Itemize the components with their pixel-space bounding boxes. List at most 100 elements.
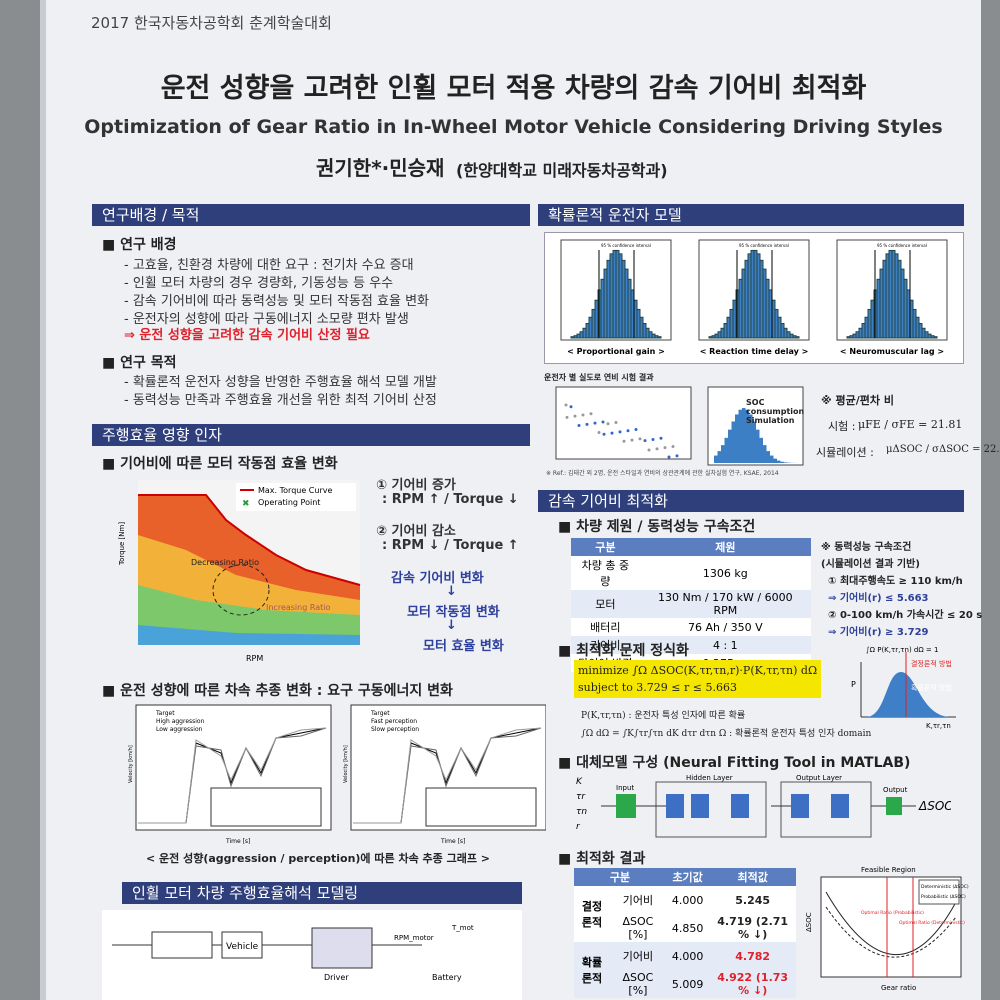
bullet-item: - 고효율, 친환경 차량에 대한 요구 : 전기차 수요 증대 bbox=[124, 258, 414, 273]
node bbox=[616, 794, 636, 818]
hist-bar bbox=[738, 409, 742, 463]
curve bbox=[825, 906, 957, 958]
point bbox=[659, 436, 663, 440]
caption: < Neuromuscular lag > bbox=[840, 347, 944, 356]
input-label: τn bbox=[576, 807, 587, 817]
point bbox=[573, 414, 577, 418]
header-cell: 최적값 bbox=[737, 871, 768, 884]
subheading: ■ 기어비에 따른 모터 작동점 효율 변화 bbox=[102, 456, 338, 472]
hist-bar bbox=[724, 437, 728, 463]
point bbox=[581, 413, 585, 417]
block-label: RPM_motor bbox=[394, 934, 434, 942]
hist-bar bbox=[777, 460, 781, 463]
subheading: ■ 최적화 문제 정식화 bbox=[558, 643, 689, 659]
point bbox=[601, 420, 605, 424]
layer-label: Hidden Layer bbox=[686, 774, 733, 782]
point bbox=[667, 455, 671, 459]
subheading: ■ 운전 성향에 따른 차속 추종 변화 : 요구 구동에너지 변화 bbox=[102, 683, 453, 699]
node bbox=[886, 797, 902, 815]
histogram: 95 % confidence interval < Neuromuscular … bbox=[836, 239, 948, 356]
hist-bar bbox=[780, 461, 784, 463]
sketch-label: 결정론적 방법 bbox=[911, 659, 952, 668]
node bbox=[666, 794, 684, 818]
point bbox=[643, 439, 647, 443]
cell: 배터리 bbox=[590, 621, 621, 634]
axis-label: Velocity [km/h] bbox=[343, 745, 349, 783]
legend-box bbox=[236, 483, 356, 511]
group-cell: 확률론적 bbox=[581, 956, 603, 985]
group-cell: 결정론적 bbox=[581, 900, 603, 929]
cell: 기어비 bbox=[590, 639, 621, 652]
result-plot: Feasible Region Gear ratio ΔSOC Determin… bbox=[805, 866, 969, 992]
point bbox=[597, 431, 601, 435]
highlight: ⇒ 운전 성향을 고려한 감속 기어비 산정 필요 bbox=[124, 328, 370, 343]
section-heading: 인휠 모터 차량 주행효율해석 모델링 bbox=[122, 882, 522, 904]
point bbox=[564, 403, 568, 407]
model-diagram: Vehicle Driver Battery RPM_motor T_mot bbox=[102, 910, 522, 1000]
layer-box bbox=[780, 781, 872, 838]
point bbox=[647, 448, 651, 452]
distribution bbox=[866, 672, 951, 717]
point bbox=[626, 429, 630, 433]
sketch-label: K,τr,τn bbox=[926, 722, 951, 730]
point bbox=[589, 412, 593, 416]
note: : RPM ↑ / Torque ↓ bbox=[382, 492, 519, 507]
note: ① 기어비 증가 bbox=[376, 478, 456, 493]
constraint: ⇒ 기어비(r) ≥ 3.729 bbox=[828, 627, 929, 638]
point bbox=[569, 405, 573, 409]
sketch-label: ∫Ω P(K,τr,τn) dΩ = 1 bbox=[866, 646, 938, 654]
point bbox=[671, 444, 675, 448]
ci-label: 95 % confidence interval bbox=[739, 243, 789, 248]
hist-bar bbox=[770, 455, 774, 463]
sketch-label: 확률론적 방법 bbox=[911, 683, 952, 692]
row: ΔSOC [%] 5.009 4.922 (1.73 % ↓) bbox=[574, 970, 796, 998]
histograms: 95 % confidence interval < Proportional g… bbox=[560, 239, 948, 356]
header-cell: 구분 bbox=[595, 541, 616, 554]
point bbox=[610, 431, 614, 435]
hist-bar bbox=[728, 429, 732, 463]
flow-item: 감속 기어비 변화 bbox=[391, 571, 484, 586]
row: 모터 130 Nm / 170 kW / 6000 RPM bbox=[571, 590, 811, 618]
flow-item: ↓ bbox=[446, 618, 457, 633]
point bbox=[585, 422, 589, 426]
constraint: ⇒ 기어비(r) ≤ 5.663 bbox=[828, 593, 929, 604]
cell: 차량 총 중량 bbox=[581, 559, 630, 588]
legend-text: Deterministic (ΔSOC) bbox=[921, 884, 969, 890]
point bbox=[614, 421, 618, 424]
map-label: Decreasing Ratio bbox=[191, 558, 259, 567]
reference: ※ Ref.: 김태간 외 2명, 운전 스타일과 연비의 상관관계에 관한 실… bbox=[546, 470, 779, 477]
point bbox=[565, 415, 569, 419]
constraint: ※ 동력성능 구속조건 bbox=[821, 542, 912, 553]
hist-bar bbox=[766, 451, 770, 463]
point bbox=[577, 424, 581, 428]
output-label: ΔSOC bbox=[918, 799, 951, 813]
header-cell: 제원 bbox=[715, 541, 736, 554]
layer-label: Input bbox=[616, 784, 634, 792]
cell: 기어비 bbox=[622, 950, 654, 963]
result-table: 구분 초기값 최적값 결정론적 기어비 4.000 5.245 ΔSOC [%] 4.850 4.… bbox=[574, 868, 796, 998]
row: 결정론적 기어비 4.000 5.245 bbox=[574, 886, 796, 929]
legend-text: High aggression bbox=[156, 718, 205, 725]
section-heading: 연구배경 / 목적 bbox=[92, 204, 530, 226]
objective: minimize ∫Ω ΔSOC(K,τr,τn,r)·P(K,τr,τn) d… bbox=[578, 664, 818, 677]
label: 운전자 별 실도로 연비 시험 결과 bbox=[544, 373, 654, 382]
title-ko: 운전 성향을 고려한 인휠 모터 적용 차량의 감속 기어비 최적화 bbox=[160, 73, 867, 104]
ci-label: 95 % confidence interval bbox=[601, 243, 651, 248]
block-label: Vehicle bbox=[226, 942, 259, 952]
header-row: 구분 제원 bbox=[571, 538, 811, 556]
section-heading: 주행효율 영향 인자 bbox=[92, 424, 530, 446]
block-label: Battery bbox=[432, 973, 462, 982]
legend-text: Target bbox=[370, 710, 390, 717]
input-label: K bbox=[576, 777, 583, 787]
histogram: 95 % confidence interval < Reaction time … bbox=[698, 239, 810, 356]
hist-bar bbox=[759, 437, 763, 463]
cell: 4.850 bbox=[671, 921, 704, 935]
point bbox=[675, 454, 679, 458]
caption: < 운전 성향(aggression / perception)에 따른 차속 … bbox=[146, 852, 490, 865]
point bbox=[638, 437, 642, 441]
cell: 4.000 bbox=[671, 949, 704, 963]
ratio-title: ※ 평균/편차 비 bbox=[821, 394, 894, 407]
circle bbox=[212, 564, 270, 616]
legend-text: Operating Point bbox=[258, 498, 320, 507]
